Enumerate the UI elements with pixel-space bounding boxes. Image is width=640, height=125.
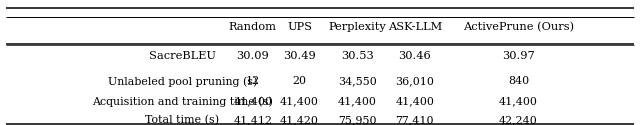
Text: 77,410: 77,410	[396, 115, 434, 125]
Text: 41,400: 41,400	[499, 96, 538, 106]
Text: 41,400: 41,400	[280, 96, 319, 106]
Text: 30.46: 30.46	[398, 51, 431, 61]
Text: Total time (s): Total time (s)	[145, 115, 220, 125]
Text: 41,412: 41,412	[234, 115, 272, 125]
Text: Random: Random	[229, 22, 277, 32]
Text: 20: 20	[292, 76, 307, 86]
Text: 75,950: 75,950	[338, 115, 376, 125]
Text: 30.49: 30.49	[283, 51, 316, 61]
Text: 30.09: 30.09	[236, 51, 269, 61]
Text: ASK-LLM: ASK-LLM	[388, 22, 442, 32]
Text: 41,400: 41,400	[338, 96, 376, 106]
Text: Acquisition and training time (s): Acquisition and training time (s)	[92, 96, 273, 106]
Text: 42,240: 42,240	[499, 115, 538, 125]
Text: Perplexity: Perplexity	[328, 22, 386, 32]
Text: 840: 840	[508, 76, 529, 86]
Text: 36,010: 36,010	[396, 76, 434, 86]
Text: 41,400: 41,400	[234, 96, 272, 106]
Text: ActivePrune (Ours): ActivePrune (Ours)	[463, 22, 574, 33]
Text: 41,400: 41,400	[396, 96, 434, 106]
Text: 30.97: 30.97	[502, 51, 535, 61]
Text: SacreBLEU: SacreBLEU	[149, 51, 216, 61]
Text: 30.53: 30.53	[340, 51, 374, 61]
Text: Unlabeled pool pruning (s): Unlabeled pool pruning (s)	[108, 76, 257, 86]
Text: 34,550: 34,550	[338, 76, 376, 86]
Text: 12: 12	[246, 76, 260, 86]
Text: UPS: UPS	[287, 22, 312, 32]
Text: 41,420: 41,420	[280, 115, 319, 125]
